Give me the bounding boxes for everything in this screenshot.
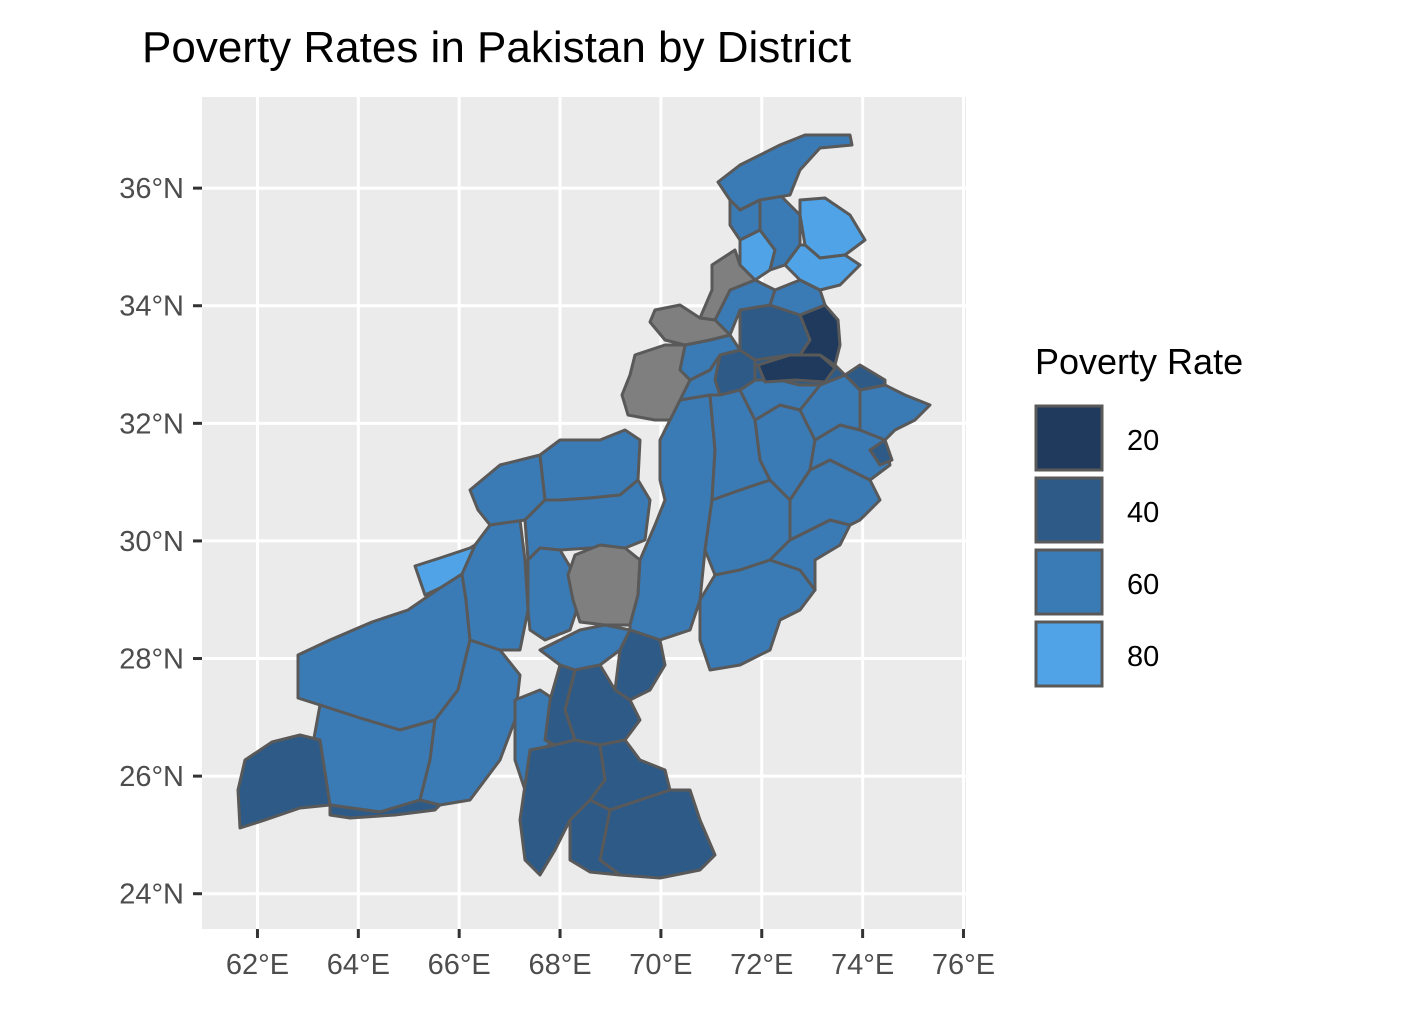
districts-layer [236, 133, 932, 880]
legend-swatch [1034, 620, 1104, 688]
y-tick-label: 26°N [119, 761, 184, 793]
y-tick-label: 28°N [119, 644, 184, 676]
legend-label: 40 [1127, 497, 1159, 529]
y-tick-label: 34°N [119, 291, 184, 323]
legend-label: 80 [1127, 641, 1159, 673]
y-tick-label: 36°N [119, 173, 184, 205]
district[interactable] [418, 638, 522, 807]
district[interactable] [843, 363, 887, 392]
district[interactable] [868, 438, 894, 467]
legend-swatch [1034, 404, 1104, 472]
chart-title: Poverty Rates in Pakistan by District [142, 23, 851, 72]
district[interactable] [236, 733, 332, 830]
x-tick-label: 70°E [629, 949, 692, 981]
district[interactable] [568, 798, 622, 877]
y-tick-label: 24°N [119, 879, 184, 911]
district-missing[interactable] [620, 343, 692, 422]
axes: 62°E 64°E 66°E 68°E 70°E 72°E 74°E 76°E 36°N 34°N… [119, 173, 995, 981]
x-tick-label: 74°E [831, 949, 894, 981]
x-tick-label: 62°E [226, 949, 289, 981]
district[interactable] [858, 383, 932, 442]
district[interactable] [783, 243, 862, 292]
district-missing[interactable] [698, 248, 757, 322]
x-tick-label: 68°E [528, 949, 591, 981]
legend: Poverty Rate 20 40 60 80 [1034, 341, 1243, 688]
x-tick-label: 72°E [730, 949, 793, 981]
legend-title: Poverty Rate [1035, 341, 1243, 382]
y-tick-label: 32°N [119, 408, 184, 440]
district-missing[interactable] [566, 543, 642, 627]
district-darkest[interactable] [798, 303, 842, 367]
x-tick-label: 64°E [327, 949, 390, 981]
district[interactable] [526, 546, 582, 642]
x-tick-label: 66°E [428, 949, 491, 981]
legend-swatch [1034, 548, 1104, 616]
legend-label: 60 [1127, 569, 1159, 601]
legend-label: 20 [1127, 425, 1159, 457]
legend-swatch [1034, 476, 1104, 544]
y-tick-label: 30°N [119, 526, 184, 558]
x-tick-label: 76°E [932, 949, 995, 981]
district[interactable] [328, 798, 442, 820]
district[interactable] [728, 198, 762, 242]
district-missing[interactable] [648, 303, 732, 347]
district[interactable] [413, 543, 477, 597]
